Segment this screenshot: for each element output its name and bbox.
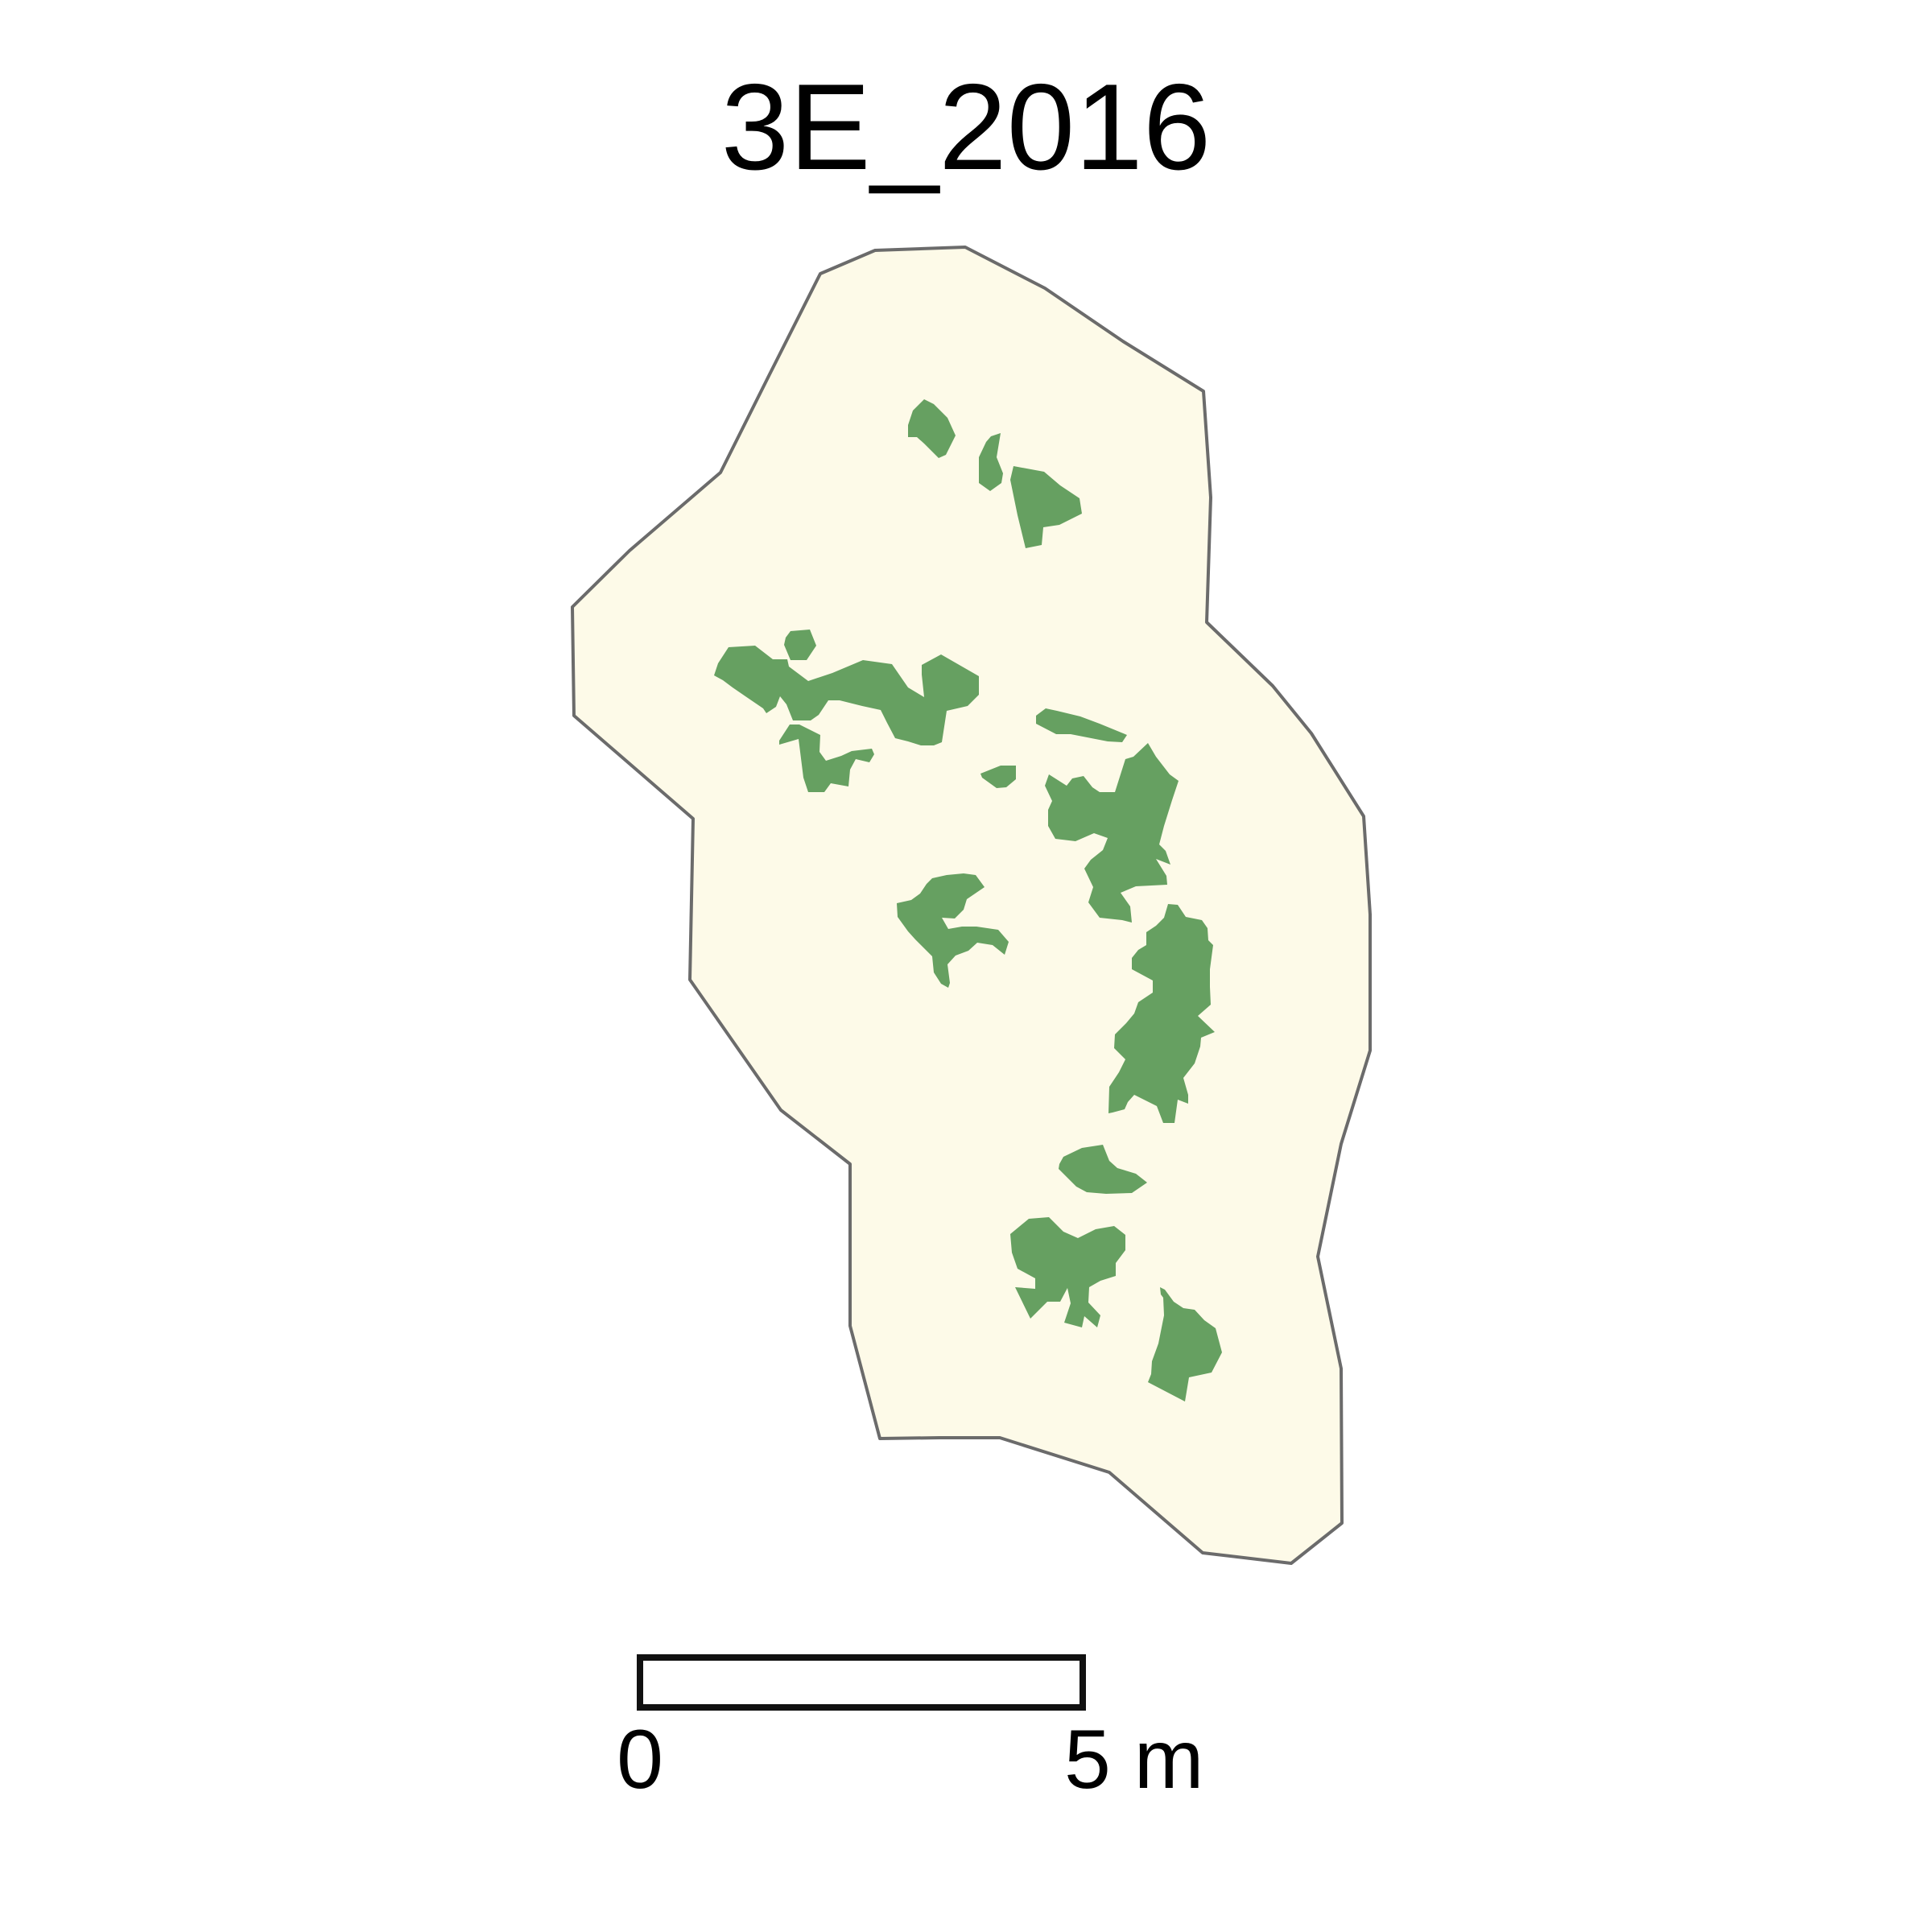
vegetation-patch: [1010, 466, 1082, 548]
vegetation-patch: [1059, 1145, 1147, 1194]
vegetation-patch: [1036, 708, 1127, 742]
scale-label-start: 0: [617, 1713, 663, 1806]
vegetation-patches: [714, 399, 1222, 1402]
vegetation-patch: [1148, 1287, 1222, 1402]
vegetation-patch: [779, 724, 874, 792]
vegetation-patch: [784, 630, 816, 660]
vegetation-patch: [714, 646, 979, 745]
scale-bar-rect: [637, 1654, 1086, 1711]
vegetation-patch: [979, 433, 1003, 491]
vegetation-patch: [897, 873, 1009, 988]
scale-label-end: 5 m: [1064, 1713, 1203, 1806]
vegetation-patch: [1010, 1217, 1125, 1327]
vegetation-patch: [1108, 904, 1215, 1123]
scale-bar: 0 5 m: [617, 1654, 1203, 1806]
plot-boundary: [571, 246, 1372, 1565]
vegetation-patch: [908, 399, 956, 458]
vegetation-patch: [980, 766, 1016, 788]
map-title: 3E_2016: [721, 59, 1212, 196]
vegetation-patch: [1045, 743, 1179, 923]
